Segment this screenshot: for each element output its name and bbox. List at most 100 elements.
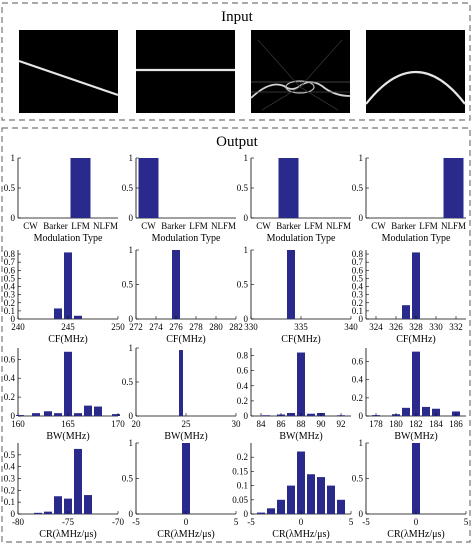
bar xyxy=(138,158,159,218)
x-tick-label: 86 xyxy=(277,419,287,429)
chart-cf-4: 00.10.20.30.40.50.60.70.8 324 326 328 330 332… xyxy=(352,249,466,345)
y-tick-label: 0 xyxy=(129,509,134,519)
x-tick-label: 165 xyxy=(61,419,75,429)
chart-bw-3: 0 0.2 0.4 0.6 0.8 84 86 88 90 92 BW(MHz) xyxy=(237,348,351,442)
y-tick-label: 1 xyxy=(359,438,364,448)
x-axis-label: CF(MHz) xyxy=(48,334,87,345)
x-tick-label: 328 xyxy=(409,322,423,332)
bar xyxy=(432,408,440,416)
y-tick-label: 0.8 xyxy=(352,249,364,259)
bar xyxy=(307,413,315,416)
x-tick-label: NLFM xyxy=(441,221,466,231)
bar xyxy=(182,443,190,514)
bar xyxy=(44,511,52,514)
input-image-barker xyxy=(250,30,351,113)
x-axis-label: CR(λMHz/μs) xyxy=(39,529,96,540)
x-tick-label: 240 xyxy=(11,322,25,332)
x-tick-label: Barker xyxy=(391,221,416,231)
y-tick-label: 0.3 xyxy=(4,290,16,300)
bar xyxy=(412,443,420,514)
y-tick-label: 0.2 xyxy=(4,392,15,402)
x-axis-label: CR(λMHz/μs) xyxy=(272,529,329,540)
chart-bw-2: 0 0.5 1 20 25 30 BW(MHz) xyxy=(122,343,241,442)
input-image-lfm xyxy=(18,30,119,113)
x-axis-label: CF(MHz) xyxy=(166,334,205,345)
input-image-cw xyxy=(136,30,235,113)
y-tick-label: 1 xyxy=(129,153,134,163)
y-tick-label: 0.2 xyxy=(4,298,15,308)
y-tick-label: 0 xyxy=(11,509,16,519)
x-tick-label: CW xyxy=(371,221,386,231)
x-tick-label: 90 xyxy=(317,419,327,429)
x-tick-label: 84 xyxy=(257,419,267,429)
bar xyxy=(277,499,285,514)
bar xyxy=(70,158,91,218)
bar xyxy=(267,508,275,514)
y-tick-label: 0.6 xyxy=(4,265,16,275)
y-tick-label: 0.2 xyxy=(352,393,363,403)
x-tick-label: NLFM xyxy=(326,221,351,231)
x-tick-label: -5 xyxy=(362,517,370,527)
y-tick-label: 0.5 xyxy=(122,280,134,290)
x-tick-label: 5 xyxy=(349,517,354,527)
x-tick-label: -80 xyxy=(12,517,24,527)
chart-bw-1: 0 0.2 0.4 0.6 160 165 170 BW(MHz) xyxy=(4,348,125,442)
x-tick-label: 330 xyxy=(429,322,443,332)
x-axis-label: Modulation Type xyxy=(34,233,103,244)
y-tick-label: 1 xyxy=(244,153,249,163)
x-tick-label: 20 xyxy=(132,419,142,429)
y-tick-label: 0.4 xyxy=(237,381,249,391)
bar xyxy=(54,308,62,319)
chart-cr-2: 00.51-5 0 5CR(λMHz/μs) xyxy=(122,438,239,540)
y-tick-label: 0 xyxy=(359,213,364,223)
x-tick-label: CW xyxy=(256,221,271,231)
x-tick-label: LFM xyxy=(189,221,208,231)
bar xyxy=(84,405,92,416)
input-frame xyxy=(1,2,471,121)
y-tick-label: 0 xyxy=(244,509,249,519)
bar xyxy=(287,412,295,416)
bar xyxy=(84,495,92,514)
bar xyxy=(54,496,62,514)
x-tick-label: 0 xyxy=(414,517,419,527)
x-tick-label: 326 xyxy=(389,322,403,332)
x-tick-label: 25 xyxy=(182,419,192,429)
y-tick-label: 0.6 xyxy=(237,366,249,376)
input-image-nlfm xyxy=(365,30,466,113)
y-tick-label: 0.6 xyxy=(352,357,364,367)
x-tick-label: 276 xyxy=(169,322,183,332)
y-tick-label: 0.1 xyxy=(352,306,363,316)
x-tick-label: LFM xyxy=(304,221,323,231)
x-tick-label: 88 xyxy=(297,419,307,429)
x-tick-label: 245 xyxy=(61,322,75,332)
chart-modulation-1: 0 0.5 1 CW Barker LFM NLFM Modulation Type xyxy=(4,153,118,244)
y-tick-label: 0 xyxy=(359,411,364,421)
x-tick-label: 30 xyxy=(232,419,242,429)
y-tick-label: 0.5 xyxy=(122,183,134,193)
y-tick-label: 0.4 xyxy=(4,373,16,383)
bar xyxy=(64,498,72,514)
x-tick-label: LFM xyxy=(71,221,90,231)
bar xyxy=(297,352,305,416)
x-tick-label: 5 xyxy=(464,517,469,527)
y-tick-label: 1 xyxy=(129,343,134,353)
y-tick-label: 0.5 xyxy=(4,183,16,193)
bar xyxy=(64,351,72,416)
chart-cf-3: 0 0.5 1 330 335 340 CF(MHz) xyxy=(237,245,359,345)
bar xyxy=(402,407,410,416)
bar xyxy=(402,305,410,319)
x-tick-label: 330 xyxy=(244,322,258,332)
y-tick-label: 0.5 xyxy=(122,474,134,484)
y-tick-label: 0.1 xyxy=(237,481,248,491)
y-tick-label: 0.5 xyxy=(352,474,364,484)
x-tick-label: -5 xyxy=(132,517,140,527)
y-tick-label: 0.6 xyxy=(352,265,364,275)
y-tick-label: 0.1 xyxy=(4,497,15,507)
x-axis-label: Modulation Type xyxy=(382,233,451,244)
chart-cr-4: 00.51-5 0 5CR(λMHz/μs) xyxy=(352,438,469,540)
y-tick-label: 0 xyxy=(129,314,134,324)
bar xyxy=(317,477,325,514)
y-tick-label: 0.2 xyxy=(4,485,15,495)
x-tick-label: 340 xyxy=(344,322,358,332)
